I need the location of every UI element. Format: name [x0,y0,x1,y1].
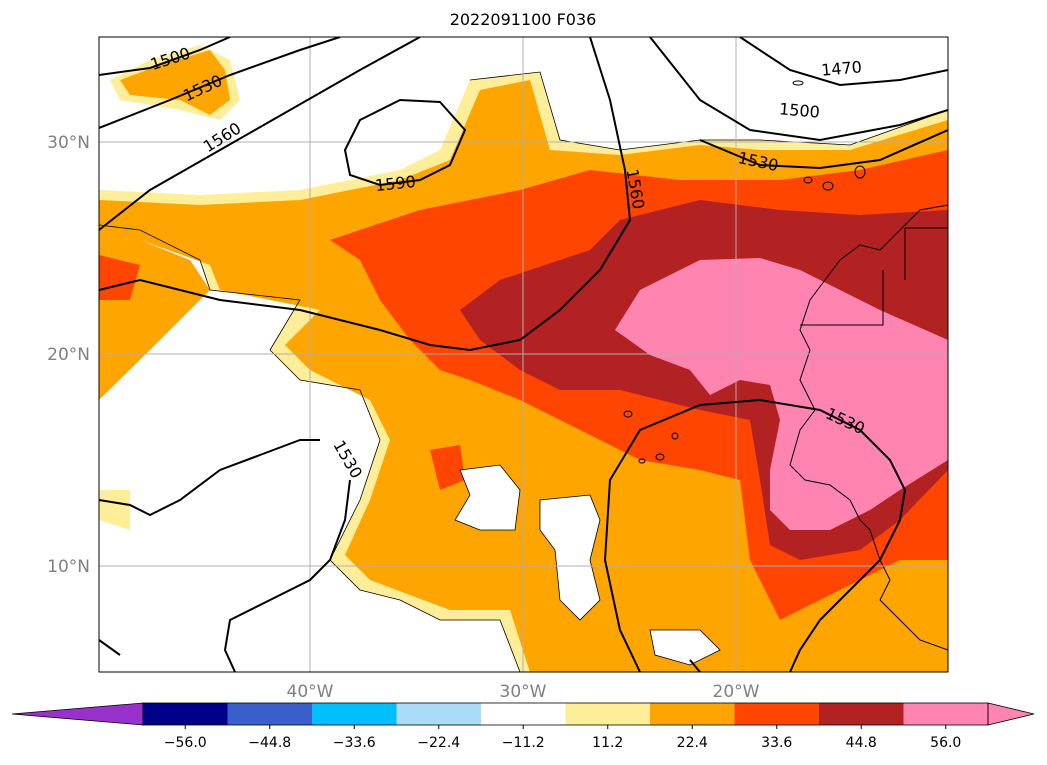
lat-label-20n: 20°N [47,345,90,365]
gridlines [99,37,948,672]
map-title: 2022091100 F036 [450,10,597,29]
colorbar-segment [650,703,735,725]
colorbar-segment [227,703,313,725]
contour-label-1500-ne: 1500 [778,99,820,121]
colorbar-segment [312,703,397,725]
colorbar-tick-label: −56.0 [164,735,207,751]
fill-level-56 [615,258,948,530]
lon-label-20w: 20°W [713,682,760,702]
colorbar-tick-label: 56.0 [930,735,961,751]
contour-label-1470: 1470 [820,57,862,79]
lon-label-30w: 30°W [500,682,547,702]
colorbar-tick-label: 44.8 [846,735,877,751]
colorbar-segment [903,703,989,725]
colorbar-segment [396,703,482,725]
colorbar-segment [143,703,228,725]
colorbar-segment [734,703,820,725]
colorbar-tick-label: 33.6 [761,735,792,751]
colorbar-tick-label: −22.4 [417,735,460,751]
height-contours [99,37,948,672]
colorbar-tick-label: 11.2 [592,735,623,751]
coastline [623,80,948,651]
fill-outline [99,71,948,672]
colorbar-segment [565,703,651,725]
colorbar-frame [142,702,989,726]
colorbar-segment [819,703,904,725]
lat-label-10n: 10°N [47,557,90,577]
colorbar-segment [481,703,566,725]
colorbar-tick-label: 22.4 [677,735,708,751]
colorbar-extend-high [987,702,1035,726]
lat-label-30n: 30°N [47,133,90,153]
colorbar-extend-low [11,702,144,726]
colorbar-tick-label: −11.2 [502,735,545,751]
colorbar-tick-label: −33.6 [333,735,376,751]
map-frame [98,36,949,673]
lon-label-40w: 40°W [287,682,334,702]
map-panel: 1500 1530 1560 1590 1560 1470 1500 1530 … [99,37,948,672]
contour-label-1590: 1590 [374,172,416,195]
colorbar: −56.0 −44.8 −33.6 −22.4 −11.2 11.2 22.4 33.6 44.… [11,702,1035,751]
colorbar-tick-label: −44.8 [248,735,291,751]
